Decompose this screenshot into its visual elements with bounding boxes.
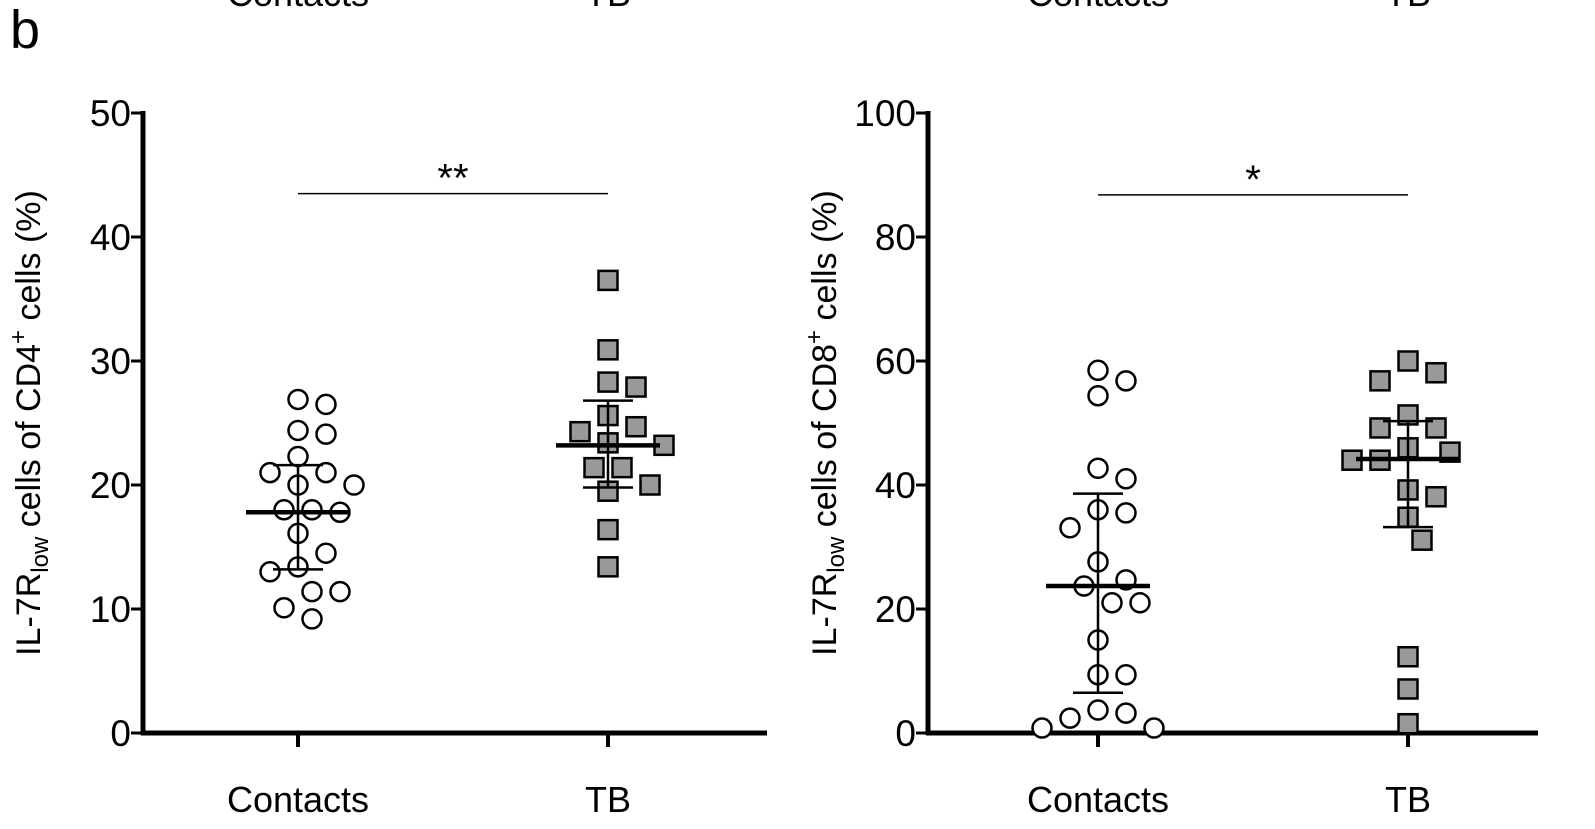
y-axis-label: IL-7Rlow cells of CD8+ cells (%): [801, 190, 850, 656]
data-point: [343, 474, 365, 496]
data-point: [1059, 707, 1081, 729]
y-axis-label-part: +: [801, 330, 828, 344]
data-point: [301, 608, 323, 630]
data-point: [597, 556, 619, 578]
data-point: [1059, 517, 1081, 539]
data-point: [1087, 384, 1109, 407]
data-point: [1397, 678, 1419, 700]
data-point: [1397, 712, 1419, 735]
data-point: [273, 597, 295, 619]
data-point: [1369, 370, 1391, 392]
y-tick-label: 80: [875, 217, 916, 258]
y-tick-label: 10: [90, 589, 131, 630]
x-tick-label: TB: [1385, 779, 1431, 820]
data-point: [611, 456, 633, 479]
y-axis-label-part: low: [823, 536, 850, 573]
data-point: [1369, 417, 1391, 439]
y-axis-label-part: cells of CD4: [10, 344, 48, 537]
data-point: [1115, 663, 1137, 686]
x-tick-label: TB: [585, 779, 631, 820]
data-point: [639, 474, 661, 496]
y-tick-label: 30: [90, 341, 131, 382]
data-point: [329, 580, 351, 603]
data-point: [315, 542, 337, 564]
significance-label: **: [437, 157, 468, 201]
data-point: [1115, 502, 1137, 524]
data-point: [1397, 350, 1419, 372]
significance-label: *: [1245, 158, 1261, 202]
data-point: [1115, 468, 1137, 490]
data-point: [287, 419, 309, 442]
y-tick-label: 20: [875, 589, 916, 630]
panel-label: b: [10, 0, 40, 60]
data-point: [1087, 699, 1109, 721]
y-axis-label-part: cells (%): [806, 190, 844, 330]
data-point: [583, 456, 605, 479]
x-tick-label: Contacts: [227, 779, 369, 820]
y-axis-label-part: IL-7R: [10, 573, 48, 656]
y-axis-label: IL-7Rlow cells of CD4+ cells (%): [5, 190, 54, 656]
data-point: [259, 561, 281, 583]
cropped-label: Contacts: [227, 0, 369, 14]
data-point: [597, 339, 619, 361]
data-point: [315, 423, 337, 445]
data-point: [1425, 362, 1447, 384]
y-axis-label-part: IL-7R: [806, 573, 844, 656]
y-tick-label: 0: [110, 713, 131, 754]
data-point: [569, 420, 591, 443]
data-point: [1425, 417, 1447, 439]
data-point: [1411, 529, 1433, 551]
y-axis-label-part: low: [27, 536, 54, 573]
data-point: [1087, 457, 1109, 480]
data-point: [597, 269, 619, 292]
data-point: [273, 499, 295, 521]
data-point: [1101, 592, 1123, 614]
data-point: [1115, 370, 1137, 392]
data-point: [259, 461, 281, 484]
y-axis-label-part: cells of CD8: [806, 344, 844, 537]
data-point: [597, 518, 619, 541]
y-tick-label: 20: [90, 465, 131, 506]
data-point: [315, 461, 337, 484]
y-tick-label: 50: [90, 93, 131, 134]
data-point: [301, 580, 323, 603]
x-tick-label: Contacts: [1027, 779, 1169, 820]
data-point: [1031, 717, 1053, 739]
cropped-label: TB: [585, 0, 631, 14]
data-point: [625, 415, 647, 438]
y-axis-label-part: +: [5, 330, 32, 344]
data-point: [1129, 592, 1151, 614]
y-axis-label-part: cells (%): [10, 190, 48, 330]
data-point: [1087, 359, 1109, 382]
y-tick-label: 40: [875, 465, 916, 506]
data-point: [1143, 717, 1165, 739]
data-point: [1397, 645, 1419, 668]
cropped-label: Contacts: [1027, 0, 1169, 14]
data-point: [597, 371, 619, 393]
data-point: [301, 499, 323, 521]
y-tick-label: 40: [90, 217, 131, 258]
data-point: [287, 445, 309, 468]
data-point: [287, 388, 309, 411]
y-tick-label: 100: [854, 93, 916, 134]
data-point: [1425, 486, 1447, 508]
y-tick-label: 0: [895, 713, 916, 754]
data-point: [315, 393, 337, 416]
cropped-label: TB: [1385, 0, 1431, 14]
y-tick-label: 60: [875, 341, 916, 382]
data-point: [1115, 702, 1137, 724]
data-point: [625, 376, 647, 398]
